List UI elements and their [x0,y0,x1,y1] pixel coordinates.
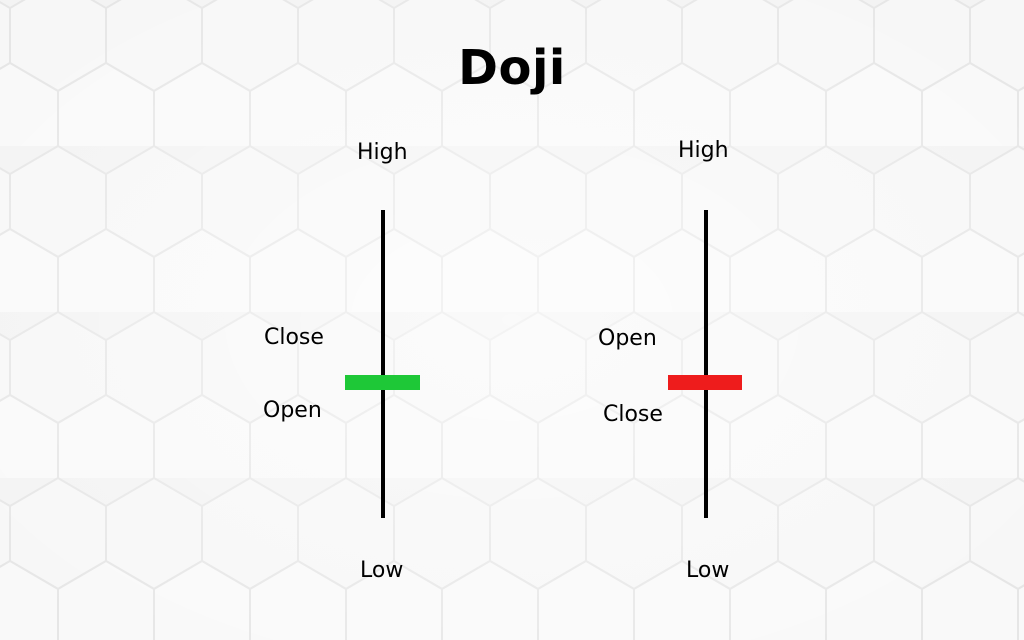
page-title: Doji [458,40,566,96]
bullish-close-label: Close [264,325,324,350]
bullish-doji-body [345,375,420,390]
bearish-doji-body [668,375,742,390]
bullish-open-label: Open [263,398,322,423]
bullish-doji-candle [345,210,420,518]
bearish-close-label: Close [603,402,663,427]
bearish-open-label: Open [598,326,657,351]
bearish-low-label: Low [686,558,730,583]
bullish-low-label: Low [360,558,404,583]
bearish-high-label: High [678,138,729,163]
bullish-high-label: High [357,140,408,165]
bearish-doji-candle [668,210,742,518]
